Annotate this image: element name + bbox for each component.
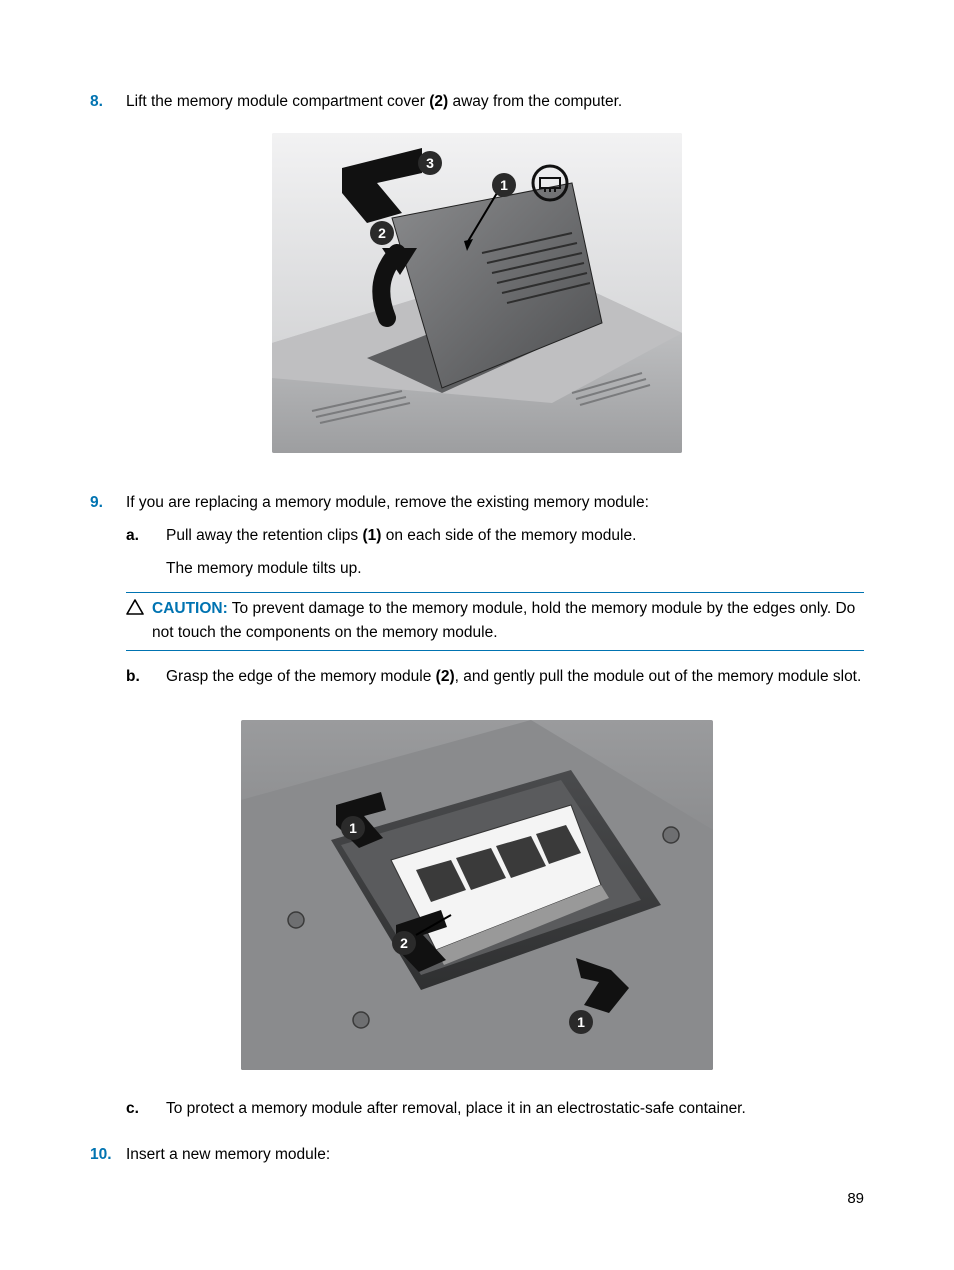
step-text: Insert a new memory module: [126, 1143, 864, 1166]
svg-text:1: 1 [500, 177, 508, 193]
svg-text:3: 3 [426, 155, 434, 171]
step-text: Lift the memory module compartment cover… [126, 90, 864, 113]
figure-1-svg: 1 2 3 [272, 133, 682, 453]
caution-text: CAUTION: To prevent damage to the memory… [152, 597, 864, 644]
text-fragment: To prevent damage to the memory module, … [152, 600, 855, 640]
bold-ref: (1) [362, 527, 381, 544]
text-fragment: on each side of the memory module. [381, 527, 636, 544]
text-fragment: Lift the memory module compartment cover [126, 93, 429, 110]
caution-box: CAUTION: To prevent damage to the memory… [126, 592, 864, 651]
caution-icon [126, 599, 144, 615]
svg-text:2: 2 [378, 225, 386, 241]
step-10: 10. Insert a new memory module: [90, 1143, 864, 1166]
step-number: 10. [90, 1143, 126, 1166]
step-intro: If you are replacing a memory module, re… [126, 491, 864, 514]
text-fragment: Pull away the retention clips [166, 527, 362, 544]
step-number: 9. [90, 491, 126, 701]
step-number: 8. [90, 90, 126, 113]
callout-3: 3 [418, 151, 442, 175]
bold-ref: (2) [436, 668, 455, 685]
callout-1: 1 [492, 173, 516, 197]
caution-label: CAUTION: [152, 600, 228, 617]
sub-number: c. [126, 1097, 166, 1120]
substep-a: a. Pull away the retention clips (1) on … [126, 524, 864, 581]
svg-text:2: 2 [400, 935, 408, 951]
text-fragment: , and gently pull the module out of the … [455, 668, 862, 685]
callout-2: 2 [392, 931, 416, 955]
figure-cover-removal: 1 2 3 [90, 133, 864, 460]
svg-text:1: 1 [349, 820, 357, 836]
sub-number: b. [126, 665, 166, 688]
figure-2-svg: 1 2 1 [241, 720, 713, 1070]
step-8: 8. Lift the memory module compartment co… [90, 90, 864, 113]
figure-module-removal: 1 2 1 [90, 720, 864, 1077]
svg-text:1: 1 [577, 1014, 585, 1030]
callout-1a: 1 [341, 816, 365, 840]
substep-c: c. To protect a memory module after remo… [126, 1097, 864, 1120]
page-number: 89 [847, 1188, 864, 1211]
callout-1b: 1 [569, 1010, 593, 1034]
step-9-continued: c. To protect a memory module after remo… [90, 1097, 864, 1132]
sub-number: a. [126, 524, 166, 581]
text-fragment: away from the computer. [448, 93, 622, 110]
substep-b: b. Grasp the edge of the memory module (… [126, 665, 864, 688]
text-fragment: Grasp the edge of the memory module [166, 668, 436, 685]
sub-text: To protect a memory module after removal… [166, 1097, 864, 1120]
callout-2: 2 [370, 221, 394, 245]
bold-ref: (2) [429, 93, 448, 110]
tilt-note: The memory module tilts up. [166, 557, 864, 580]
step-9: 9. If you are replacing a memory module,… [90, 491, 864, 701]
